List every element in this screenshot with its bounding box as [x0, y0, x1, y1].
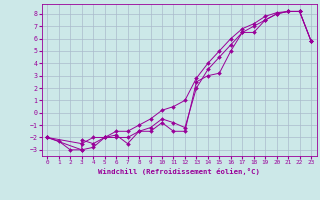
X-axis label: Windchill (Refroidissement éolien,°C): Windchill (Refroidissement éolien,°C): [98, 168, 260, 175]
